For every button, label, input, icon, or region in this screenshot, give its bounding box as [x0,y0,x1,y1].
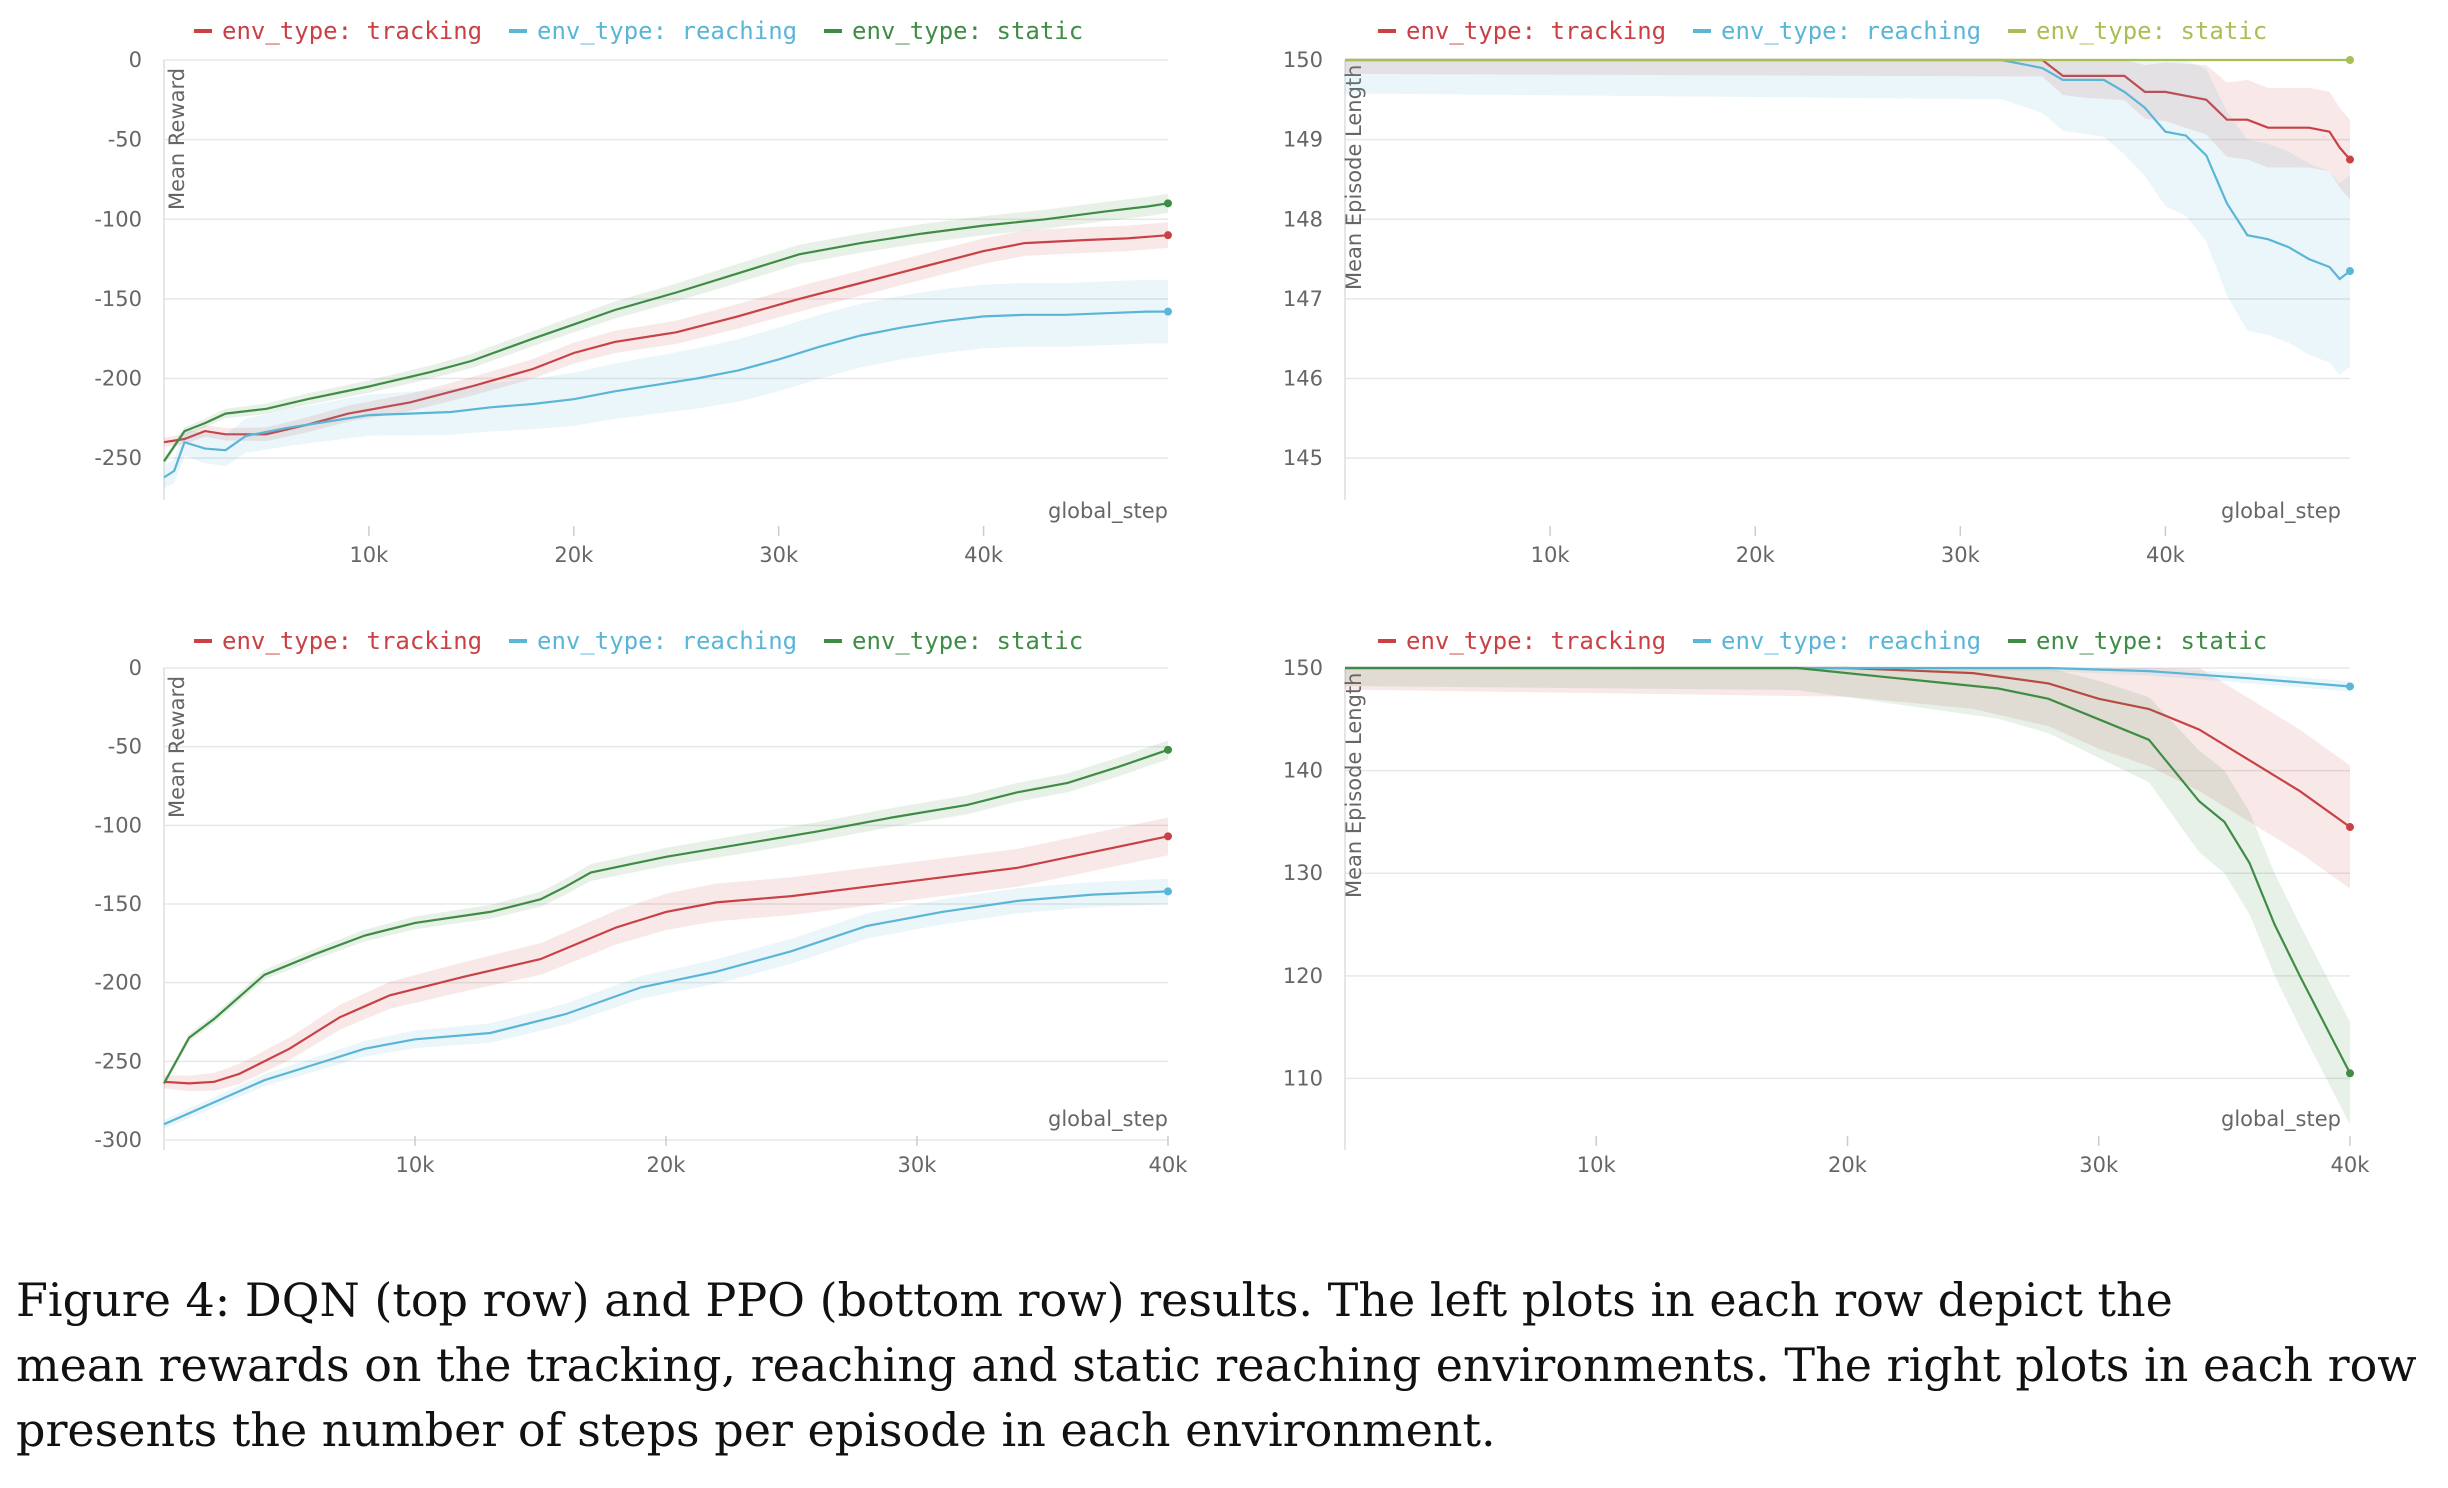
y-tick-label: -250 [94,1049,142,1073]
series-line-tracking [1345,666,2351,828]
x-tick-label: 10k [1577,1153,1617,1177]
series-endpoint-reaching [2346,267,2354,276]
series-endpoint-static [2346,1069,2354,1078]
legend-label-reaching: env_type: reaching [1721,17,1981,45]
x-tick-label: 40k [2146,543,2186,567]
y-tick-label: -50 [108,128,142,152]
legend-label-static: env_type: static [852,17,1083,45]
series-band-tracking [1345,668,2350,889]
chart-panel-1: 0 -50 -100 -150 -200 -250 10k 20k 30k 40k Mean Rew… [94,17,1172,567]
series-line-tracking [1345,58,2351,161]
series-endpoint-tracking [2346,823,2354,832]
y-tick-label: 145 [1283,446,1323,470]
y-tick-label: 120 [1283,964,1323,988]
y-tick-label: -200 [94,367,142,391]
y-tick-label: -300 [94,1128,142,1152]
y-tick-label: 146 [1283,367,1323,391]
x-tick-label: 30k [759,543,799,567]
x-tick-label: 40k [1149,1153,1189,1177]
x-tick-label: 20k [1736,543,1776,567]
series-line-reaching [1345,58,2351,281]
series-band-tracking [1345,60,2350,200]
x-tick-label: 10k [396,1153,436,1177]
x-axis-title: global_step [2221,1107,2341,1132]
series-line-static [163,202,1169,462]
legend-label-tracking: env_type: tracking [222,627,482,655]
x-tick-label: 30k [2079,1153,2119,1177]
chart-panel-4: 150 140 130 120 110 10k 20k 30k 40k Mean Episode … [1283,627,2370,1177]
series-band-static [164,193,1168,465]
legend-label-static: env_type: static [852,627,1083,655]
x-tick-label: 10k [349,543,389,567]
caption-line-2: mean rewards on the tracking, reaching a… [16,1338,2417,1392]
series-band-reaching [1345,60,2350,375]
y-tick-label: 150 [1283,656,1323,680]
series-endpoint-reaching [2346,682,2354,691]
x-tick-label: 30k [1941,543,1981,567]
y-axis-title: Mean Reward [165,68,189,210]
series-endpoint-static [1164,199,1172,208]
series-line-reaching [1345,666,2351,688]
y-axis-title: Mean Reward [165,676,189,818]
y-tick-label: 0 [129,656,142,680]
series-line-reaching [163,890,1169,1126]
y-tick-label: -100 [94,207,142,231]
figure-caption: Figure 4: DQN (top row) and PPO (bottom … [16,1268,2436,1463]
series-endpoint-static_len [2346,56,2354,64]
x-axis-title: global_step [1048,1107,1168,1132]
series-endpoint-tracking [1164,231,1172,240]
y-tick-label: -100 [94,813,142,837]
series-endpoint-tracking [1164,832,1172,841]
x-tick-label: 30k [898,1153,938,1177]
series-line-tracking [163,835,1169,1085]
x-tick-label: 40k [964,543,1004,567]
x-tick-label: 20k [554,543,594,567]
y-tick-label: 149 [1283,128,1323,152]
series-band-tracking [164,817,1168,1092]
series-line-static [1345,666,2351,1074]
x-tick-label: 20k [1828,1153,1868,1177]
y-tick-label: 110 [1283,1066,1323,1090]
x-axis-title: global_step [2221,499,2341,524]
series-band-reaching [164,878,1168,1129]
series-endpoint-reaching [1164,307,1172,316]
y-tick-label: -250 [94,446,142,470]
y-tick-label: 0 [129,48,142,72]
y-tick-label: 147 [1283,287,1323,311]
series-line-reaching [163,310,1168,479]
legend-label-reaching: env_type: reaching [1721,627,1981,655]
x-axis-title: global_step [1048,499,1168,524]
y-tick-label: 150 [1283,48,1323,72]
series-band-static [164,740,1168,1087]
legend-label-tracking: env_type: tracking [1406,627,1666,655]
series-line-static [163,748,1169,1084]
y-axis-title: Mean Episode Length [1342,673,1366,898]
chart-panel-2: 150 149 148 147 146 145 10k 20k 30k 40k Mean Episo… [1283,17,2354,567]
series-endpoint-reaching [1164,887,1172,896]
y-tick-label: 140 [1283,759,1323,783]
legend-label-reaching: env_type: reaching [537,17,797,45]
x-tick-label: 40k [2331,1153,2371,1177]
x-tick-label: 10k [1531,543,1571,567]
legend-label-static: env_type: static [2036,627,2267,655]
y-tick-label: 148 [1283,207,1323,231]
legend-label-reaching: env_type: reaching [537,627,797,655]
figure-charts: 0 -50 -100 -150 -200 -250 10k 20k 30k 40k Mean Rew… [94,17,2370,1177]
legend-label-tracking: env_type: tracking [1406,17,1666,45]
caption-line-3: presents the number of steps per episode… [16,1403,1496,1457]
series-endpoint-tracking [2346,155,2354,164]
series-endpoint-static [1164,745,1172,754]
legend-label-static_len: env_type: static [2036,17,2267,45]
x-tick-label: 20k [647,1153,687,1177]
y-tick-label: -200 [94,971,142,995]
y-axis-title: Mean Episode Length [1342,65,1366,290]
legend-label-tracking: env_type: tracking [222,17,482,45]
y-tick-label: -150 [94,287,142,311]
y-tick-label: -150 [94,892,142,916]
y-tick-label: -50 [108,735,142,759]
caption-line-1: Figure 4: DQN (top row) and PPO (bottom … [16,1273,2173,1327]
chart-panel-3: 0 -50 -100 -150 -200 -250 -300 10k 20k 30k 40k Mean… [94,627,1188,1177]
y-tick-label: 130 [1283,861,1323,885]
